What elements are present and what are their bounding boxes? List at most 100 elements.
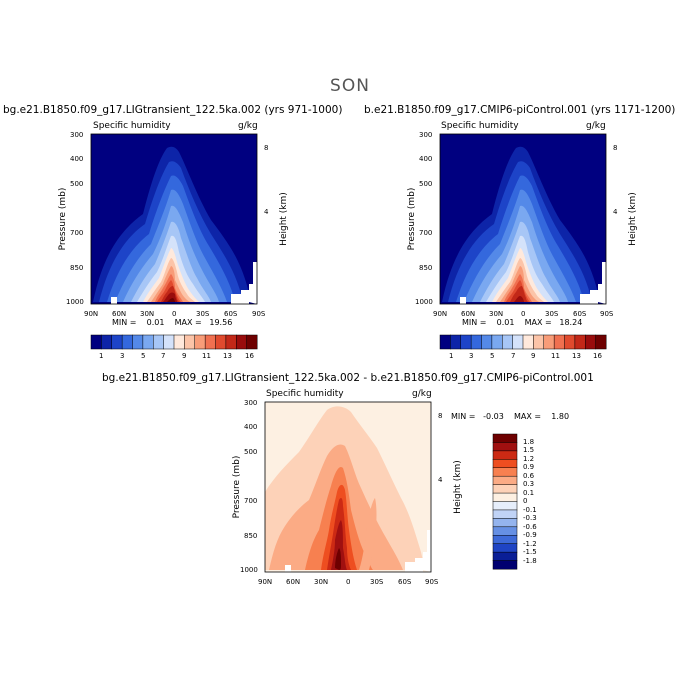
colorbar-swatch <box>492 459 518 469</box>
x-tick: 0 <box>521 310 526 318</box>
colorbar-swatch <box>585 334 597 350</box>
colorbar-swatch <box>512 334 524 350</box>
colorbar-swatch <box>492 475 518 486</box>
colorbar-swatch <box>492 450 518 460</box>
y-axis-label: Pressure (mb) <box>232 455 242 519</box>
contour-fill <box>265 406 425 570</box>
colorbar-swatch <box>492 526 518 536</box>
y-tick: 300 <box>70 131 84 139</box>
colorbar-label: 7 <box>511 352 516 360</box>
x-tick: 60S <box>398 578 412 586</box>
x-tick: 60N <box>461 310 476 318</box>
colorbar-swatch <box>492 543 518 553</box>
units-label: g/kg <box>412 389 432 399</box>
colorbar-label: 13 <box>572 352 581 360</box>
colorbar-swatch <box>481 334 493 350</box>
colorbar-label: -1.8 <box>523 557 537 565</box>
y-tick: 500 <box>419 180 433 188</box>
colorbar-swatch <box>491 334 503 350</box>
y-tick: 700 <box>70 229 84 237</box>
colorbar-swatch <box>492 509 518 519</box>
y-tick: 850 <box>419 264 433 272</box>
colorbar-swatch <box>502 334 514 350</box>
colorbar-label: 9 <box>182 352 187 360</box>
colorbar-swatch <box>173 334 185 350</box>
contour-fill <box>442 146 600 302</box>
colorbar-swatch <box>470 334 482 350</box>
colorbar-swatch <box>543 334 555 350</box>
colorbar-label: 1.8 <box>523 438 535 446</box>
contour-plot <box>439 133 607 305</box>
panel-title: bg.e21.B1850.f09_g17.LIGtransient_122.5k… <box>3 104 343 116</box>
colorbar-swatch <box>142 334 154 350</box>
x-tick: 0 <box>172 310 177 318</box>
colorbar-label: -0.3 <box>523 514 537 522</box>
contour-plot <box>90 133 258 305</box>
colorbar-swatch <box>111 334 123 350</box>
colorbar-swatch <box>533 334 545 350</box>
colorbar-swatch <box>522 334 534 350</box>
colorbar-label: -0.1 <box>523 506 537 514</box>
x-tick: 30S <box>370 578 384 586</box>
variable-label: Specific humidity <box>93 121 171 131</box>
colorbar-label: 3 <box>469 352 474 360</box>
colorbar-label: -1.2 <box>523 540 537 548</box>
colorbar-swatch <box>460 334 472 350</box>
colorbar-swatch <box>204 334 216 350</box>
x-tick: 30N <box>140 310 155 318</box>
x-tick: 90S <box>252 310 266 318</box>
colorbar-swatch <box>450 334 462 350</box>
colorbar-swatch <box>121 334 133 350</box>
y-axis-label: Pressure (mb) <box>407 187 417 251</box>
colorbar-swatch <box>132 334 144 350</box>
contour-plot <box>264 401 432 573</box>
y-right-axis-label: Height (km) <box>453 460 463 514</box>
x-tick: 90N <box>433 310 448 318</box>
y-tick: 500 <box>70 180 84 188</box>
panel-title: b.e21.B1850.f09_g17.CMIP6-piControl.001 … <box>364 104 676 116</box>
x-tick: 60S <box>573 310 587 318</box>
colorbar-swatch <box>574 334 586 350</box>
colorbar-label: 16 <box>245 352 254 360</box>
colorbar-swatch <box>246 334 258 350</box>
y-tick: 300 <box>419 131 433 139</box>
colorbar-swatch <box>553 334 565 350</box>
figure-title: SON <box>330 76 370 96</box>
colorbar-swatch <box>564 334 576 350</box>
colorbar-swatch <box>492 467 518 477</box>
colorbar-swatch <box>101 334 113 350</box>
colorbar-label: 5 <box>490 352 495 360</box>
x-tick: 90S <box>600 310 614 318</box>
min-max-label: MIN = 0.01 MAX = 19.56 <box>112 318 233 327</box>
colorbar <box>439 334 607 350</box>
y-tick: 700 <box>419 229 433 237</box>
y-tick: 400 <box>70 155 84 163</box>
y-right-tick: 8 <box>438 412 443 420</box>
variable-label: Specific humidity <box>266 389 344 399</box>
y-right-tick: 4 <box>438 476 443 484</box>
y-axis-label: Pressure (mb) <box>58 187 68 251</box>
colorbar-label: 1.2 <box>523 455 535 463</box>
colorbar-swatch <box>194 334 206 350</box>
panel-title: bg.e21.B1850.f09_g17.LIGtransient_122.5k… <box>102 372 594 384</box>
colorbar-label: 16 <box>593 352 602 360</box>
topography-mask <box>285 530 431 572</box>
colorbar-label: -1.5 <box>523 548 537 556</box>
colorbar-swatch <box>163 334 175 350</box>
colorbar-swatch <box>225 334 237 350</box>
colorbar-label: 5 <box>141 352 146 360</box>
y-tick: 300 <box>244 399 258 407</box>
units-label: g/kg <box>238 121 258 131</box>
colorbar-label: -0.9 <box>523 531 537 539</box>
colorbar-label: 0.6 <box>523 472 535 480</box>
x-tick: 0 <box>346 578 351 586</box>
topography-mask <box>460 262 606 304</box>
colorbar-label: -0.6 <box>523 523 537 531</box>
y-tick: 850 <box>70 264 84 272</box>
y-tick: 400 <box>419 155 433 163</box>
colorbar-swatch <box>184 334 196 350</box>
y-tick: 1000 <box>66 298 84 306</box>
x-tick: 30N <box>489 310 504 318</box>
min-max-label: MIN = -0.03 MAX = 1.80 <box>451 412 570 421</box>
colorbar-swatch <box>153 334 165 350</box>
